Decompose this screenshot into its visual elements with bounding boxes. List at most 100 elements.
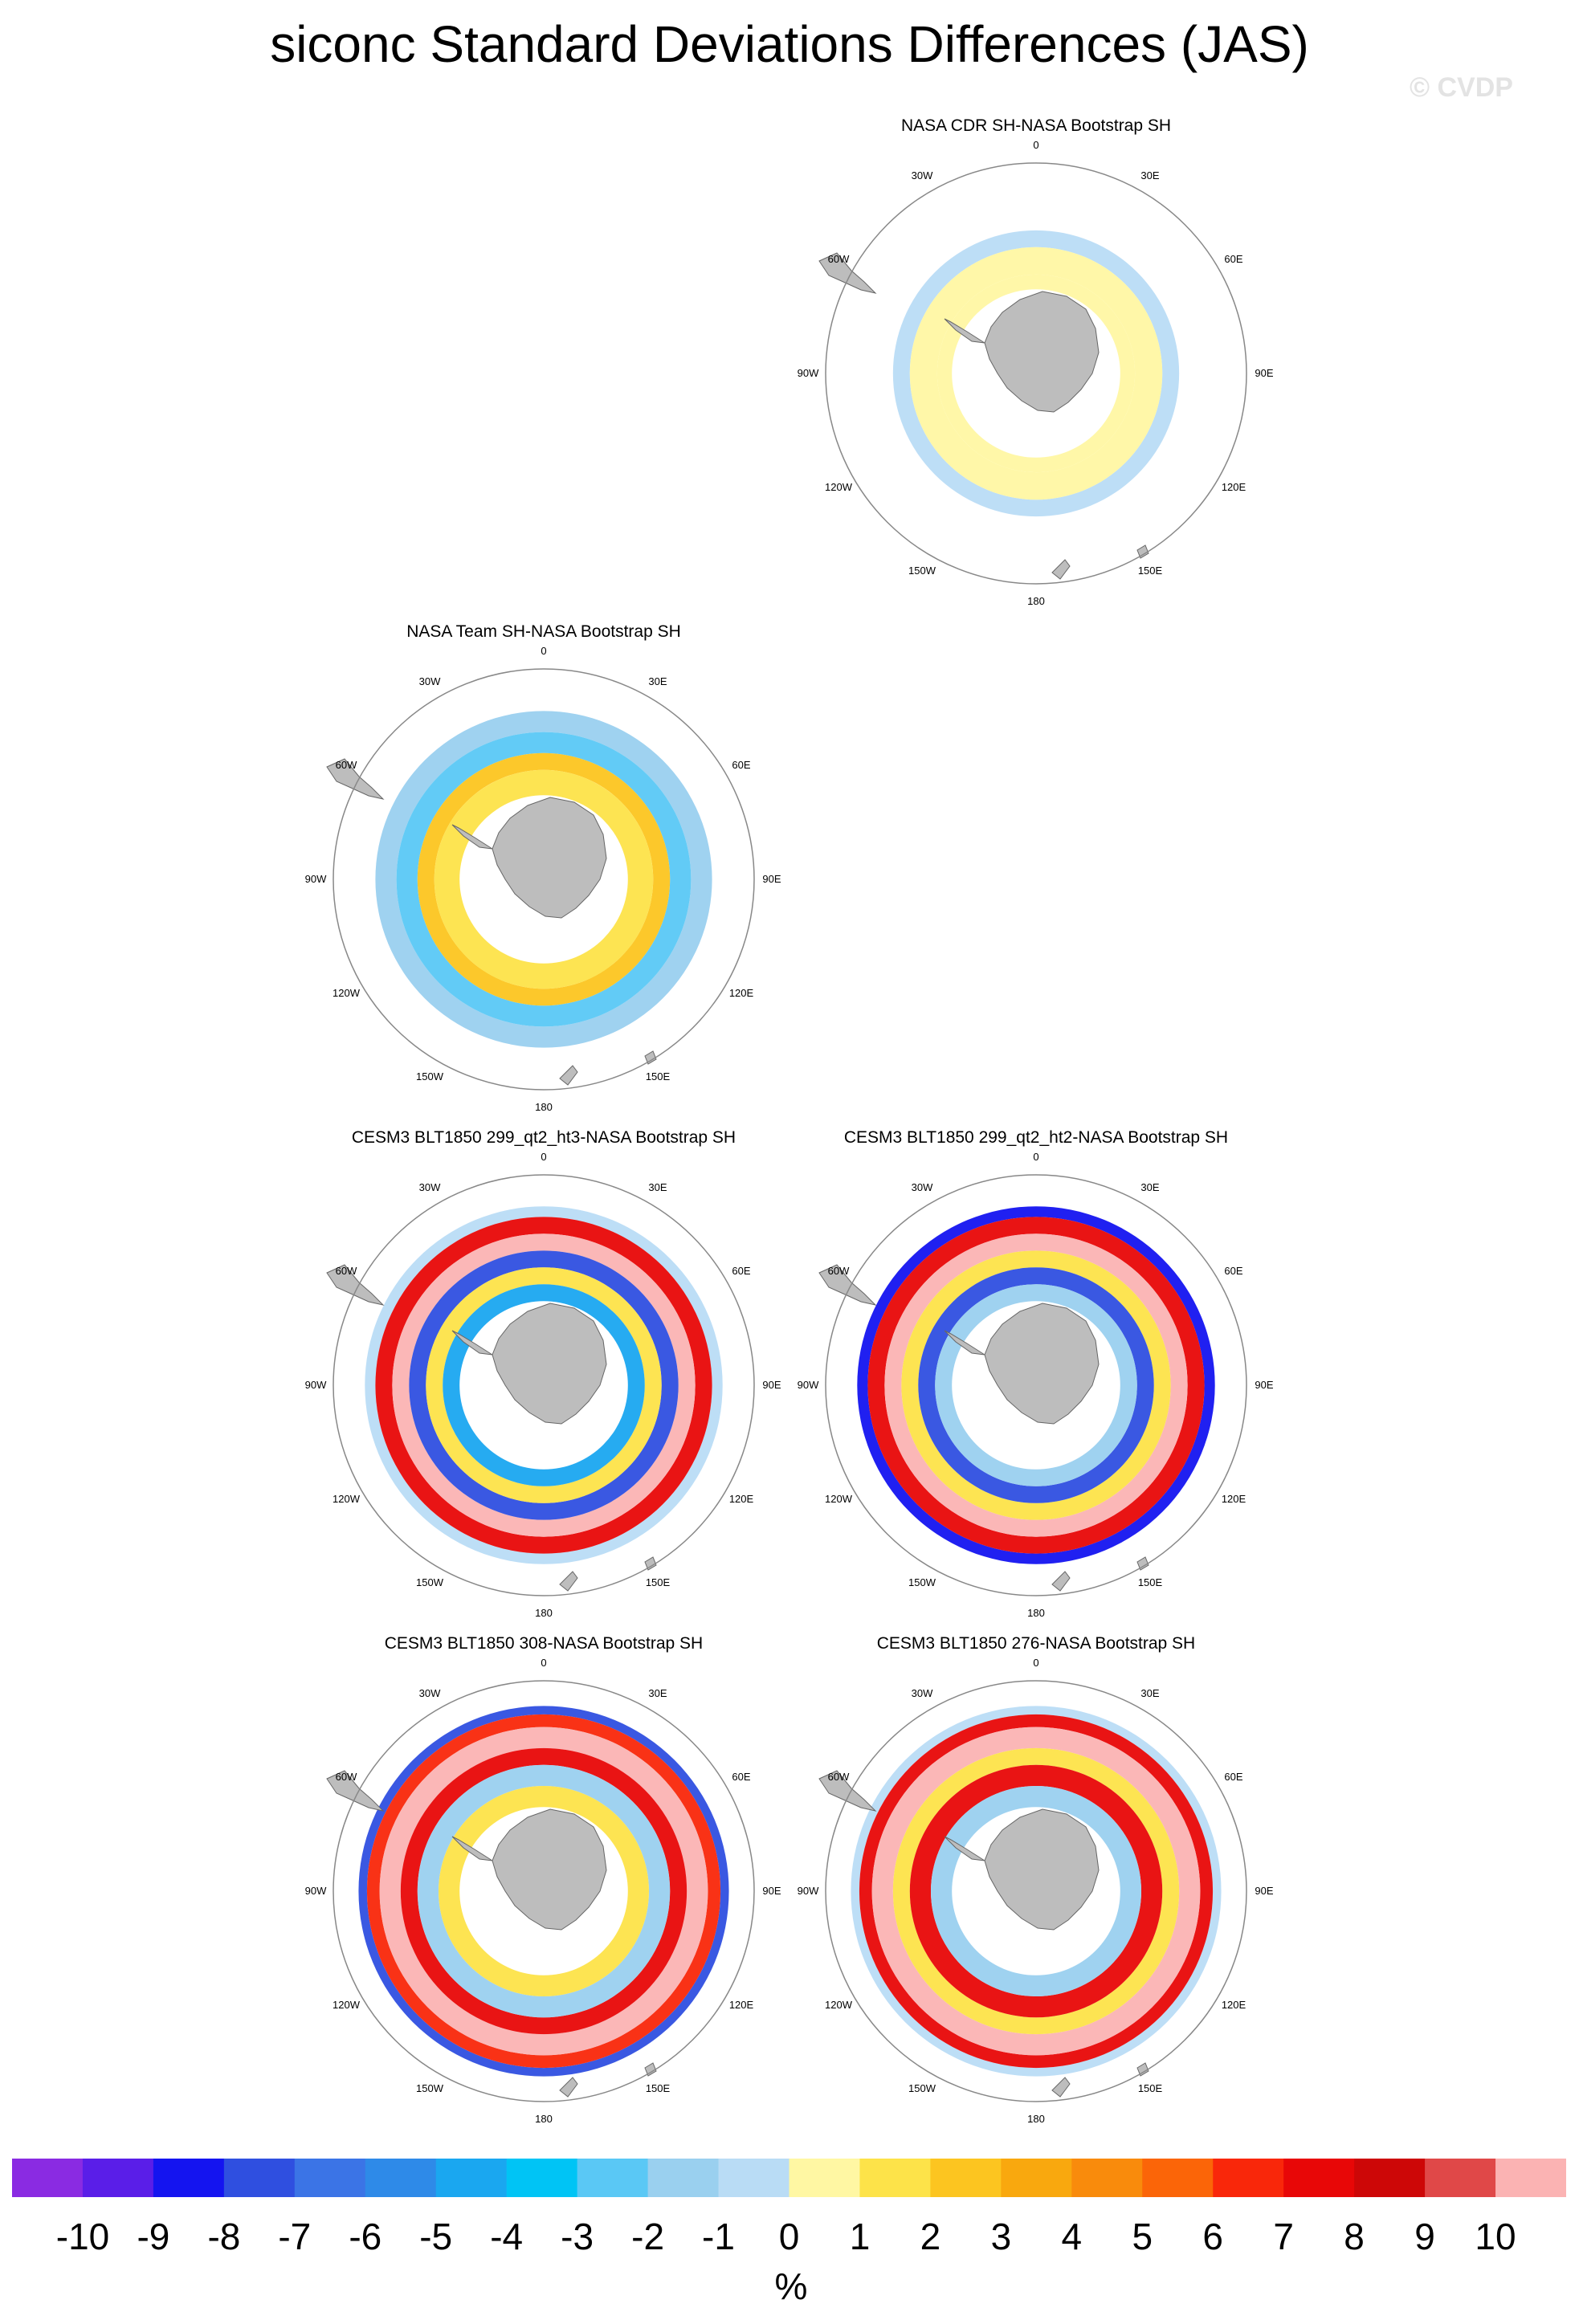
- colorbar-swatch: [82, 2159, 154, 2197]
- longitude-label: 90E: [762, 1379, 781, 1391]
- longitude-label: 60W: [828, 1771, 850, 1783]
- colorbar-tick-label: -3: [561, 2216, 594, 2257]
- colorbar-tick-label: 10: [1475, 2216, 1516, 2257]
- longitude-label: 30E: [1140, 1181, 1159, 1193]
- longitude-label: 150E: [646, 1576, 671, 1588]
- longitude-label: 60E: [732, 759, 750, 771]
- antarctic-peninsula-land: [944, 1836, 985, 1861]
- colorbar-swatch: [1283, 2159, 1355, 2197]
- longitude-label: 0: [1033, 1151, 1038, 1163]
- south-america-land: [326, 1264, 385, 1306]
- tasmania-land: [1136, 2062, 1149, 2077]
- colorbar-tick-label: -4: [490, 2216, 524, 2257]
- map-panel-team: NASA Team SH-NASA Bootstrap SH 0 30E 60E 90…: [295, 622, 793, 1113]
- colorbar-swatch: [223, 2159, 296, 2197]
- colorbar-swatch: [718, 2159, 790, 2197]
- map-boundary: [333, 668, 755, 1091]
- watermark: © CVDP: [1410, 72, 1513, 103]
- colorbar-tick-label: -9: [137, 2216, 170, 2257]
- panel-title: CESM3 BLT1850 299_qt2_ht3-NASA Bootstrap…: [351, 1128, 736, 1147]
- new-zealand-land: [559, 2077, 578, 2098]
- colorbar-tick-label: -7: [278, 2216, 312, 2257]
- longitude-label: 180: [535, 1607, 553, 1619]
- new-zealand-land: [1051, 1571, 1071, 1592]
- longitude-label: 30E: [1140, 1687, 1159, 1699]
- colorbar-swatch: [789, 2159, 860, 2197]
- colorbar-tick-label: 9: [1414, 2216, 1435, 2257]
- colorbar-swatch: [1425, 2159, 1496, 2197]
- longitude-label: 120W: [825, 1493, 853, 1505]
- colorbar-tick-label: 8: [1344, 2216, 1365, 2257]
- longitude-label: 120E: [729, 987, 754, 999]
- colorbar-tick-label: 4: [1061, 2216, 1083, 2257]
- page-title: siconc Standard Deviations Differences (…: [270, 15, 1309, 73]
- longitude-label: 30W: [419, 1687, 441, 1699]
- tasmania-land: [644, 1050, 657, 1065]
- longitude-label: 60E: [1224, 1771, 1242, 1783]
- longitude-label: 0: [541, 645, 546, 657]
- antarctic-peninsula-land: [944, 318, 985, 344]
- longitude-label: 30E: [648, 675, 667, 687]
- colorbar-tick-label: 7: [1273, 2216, 1294, 2257]
- longitude-label: 120E: [1222, 481, 1246, 493]
- antarctic-peninsula-land: [451, 824, 493, 850]
- antarctic-peninsula-land: [451, 1836, 493, 1861]
- polar-map: 0 30E 60E 90E 120E 150E 180 150W 120W 90W 60W 30W: [798, 139, 1274, 607]
- map-boundary: [333, 1680, 755, 2102]
- colorbar-tick-label: 1: [849, 2216, 871, 2257]
- longitude-label: 30W: [912, 1687, 933, 1699]
- colorbar-swatch: [1354, 2159, 1426, 2197]
- south-america-land: [326, 1770, 385, 1812]
- map-panel-cdr: NASA CDR SH-NASA Bootstrap SH 0 30E 60E 90E…: [787, 116, 1285, 607]
- colorbar-swatch: [1213, 2159, 1284, 2197]
- tasmania-land: [1136, 544, 1149, 559]
- longitude-label: 90E: [762, 873, 781, 885]
- south-america-land: [326, 758, 385, 800]
- longitude-label: 150E: [1138, 565, 1163, 577]
- longitude-label: 120E: [1222, 1493, 1246, 1505]
- longitude-label: 90W: [798, 367, 819, 379]
- panel-title: CESM3 BLT1850 308-NASA Bootstrap SH: [384, 1634, 704, 1653]
- longitude-label: 90E: [1255, 1379, 1273, 1391]
- panel-title: CESM3 BLT1850 276-NASA Bootstrap SH: [876, 1634, 1196, 1653]
- longitude-label: 60E: [732, 1265, 750, 1277]
- panel-title: CESM3 BLT1850 299_qt2_ht2-NASA Bootstrap…: [843, 1128, 1229, 1147]
- longitude-label: 60W: [828, 1265, 850, 1277]
- panel-title: NASA Team SH-NASA Bootstrap SH: [406, 622, 681, 641]
- longitude-label: 180: [535, 2113, 553, 2125]
- longitude-label: 150E: [1138, 1576, 1163, 1588]
- longitude-label: 150W: [416, 1576, 444, 1588]
- longitude-label: 150W: [416, 2082, 444, 2094]
- map-panel-308: CESM3 BLT1850 308-NASA Bootstrap SH 0 30E…: [295, 1634, 793, 2125]
- map-panel-ht2: CESM3 BLT1850 299_qt2_ht2-NASA Bootstrap…: [787, 1128, 1285, 1619]
- colorbar-tick-label: -10: [55, 2216, 110, 2257]
- map-boundary: [333, 1174, 755, 1596]
- colorbar-swatch: [1495, 2159, 1566, 2197]
- longitude-label: 120E: [729, 1999, 754, 2011]
- colorbar-swatch: [859, 2159, 931, 2197]
- polar-map: 0 30E 60E 90E 120E 150E 180 150W 120W 90W 60W 30W: [798, 1657, 1274, 2125]
- longitude-label: 90E: [1255, 1885, 1273, 1897]
- colorbar-swatch: [1071, 2159, 1143, 2197]
- longitude-label: 60W: [336, 1265, 357, 1277]
- longitude-label: 0: [1033, 1657, 1038, 1669]
- longitude-label: 150W: [908, 565, 936, 577]
- map-boundary: [825, 1680, 1247, 2102]
- colorbar-tick-label: 3: [990, 2216, 1012, 2257]
- longitude-label: 0: [541, 1657, 546, 1669]
- longitude-label: 180: [1027, 1607, 1045, 1619]
- polar-map: 0 30E 60E 90E 120E 150E 180 150W 120W 90W 60W 30W: [305, 1657, 781, 2125]
- longitude-label: 0: [1033, 139, 1038, 151]
- panel-title: NASA CDR SH-NASA Bootstrap SH: [900, 116, 1172, 135]
- longitude-label: 120W: [825, 481, 853, 493]
- colorbar-tick-label: -6: [349, 2216, 382, 2257]
- longitude-label: 60W: [336, 759, 357, 771]
- colorbar: [12, 2159, 1566, 2197]
- colorbar-swatch: [435, 2159, 508, 2197]
- polar-map: 0 30E 60E 90E 120E 150E 180 150W 120W 90W 60W 30W: [305, 1151, 781, 1619]
- new-zealand-land: [1051, 2077, 1071, 2098]
- longitude-label: 120W: [333, 987, 361, 999]
- longitude-label: 90W: [305, 1885, 327, 1897]
- colorbar-swatch: [365, 2159, 437, 2197]
- longitude-label: 90W: [798, 1379, 819, 1391]
